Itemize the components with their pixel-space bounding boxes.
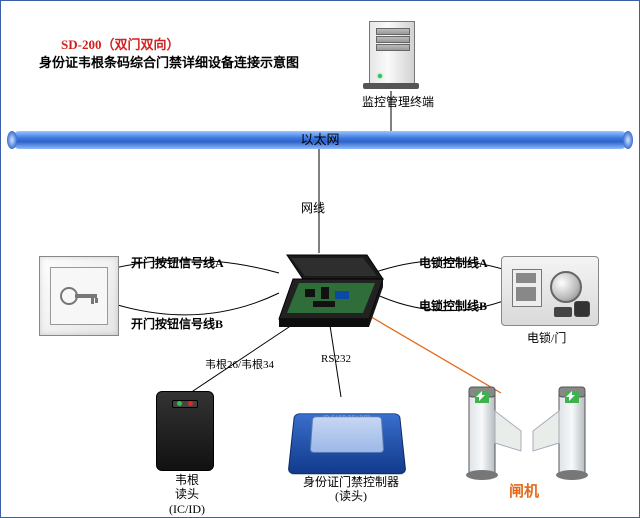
lock-line-a-label: 电锁控制线A: [419, 256, 488, 270]
server-label: 监控管理终端: [353, 95, 443, 109]
id-reader-label: 身份证门禁控制器 (读头): [291, 475, 411, 504]
ethernet-bus: 以太网: [11, 131, 629, 149]
turnstile-icon: [461, 373, 601, 493]
btn-signal-a-label: 开门按钮信号线A: [131, 256, 224, 270]
controller-icon: [269, 249, 399, 339]
ethernet-label: 以太网: [11, 131, 629, 149]
controller-box: [269, 249, 389, 329]
lock-device: [501, 256, 599, 326]
btn-signal-b-label: 开门按钮信号线B: [131, 317, 223, 331]
wiegand-label: 韦根26/韦根34: [205, 359, 274, 372]
lock-line-b-label: 电锁控制线B: [419, 299, 487, 313]
id-reader: ID CARD READER: [291, 397, 411, 477]
title-main: 身份证韦根条码综合门禁详细设备连接示意图: [39, 55, 299, 71]
server-node: [369, 21, 413, 89]
turnstile-label: 闸机: [509, 483, 539, 501]
wiegand-reader-label: 韦根 读头 (IC/ID): [157, 473, 217, 516]
exit-button-panel: [39, 256, 119, 336]
title-product: SD-200（双门双向）: [61, 37, 179, 53]
key-icon: [51, 268, 107, 324]
diagram-stage: SD-200（双门双向） 身份证韦根条码综合门禁详细设备连接示意图 以太网 监控…: [0, 0, 640, 518]
turnstile: [461, 373, 581, 483]
lock-label: 电锁/门: [527, 331, 566, 345]
rs232-label: RS232: [321, 353, 351, 366]
wiegand-reader: [156, 391, 214, 471]
server-icon: [369, 21, 415, 85]
netline-label: 网线: [301, 201, 325, 215]
